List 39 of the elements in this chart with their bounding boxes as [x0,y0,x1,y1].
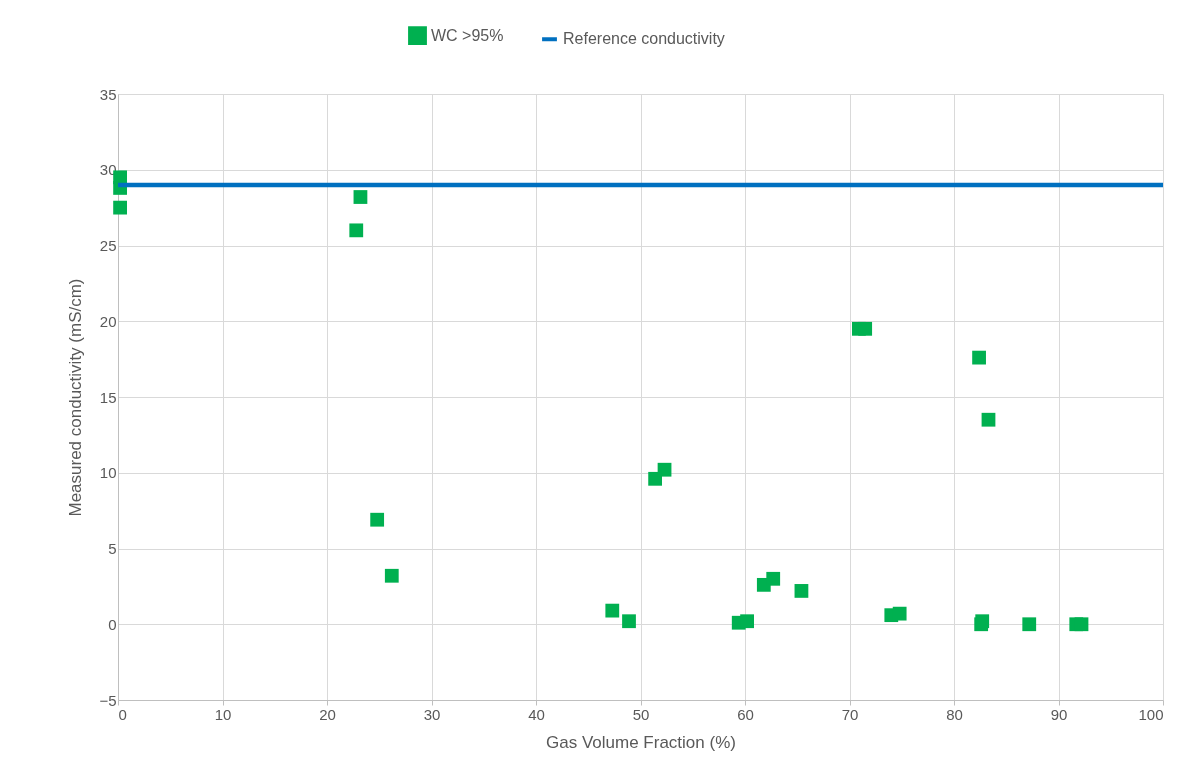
y-tick-label: 5 [108,540,117,557]
point [766,571,781,586]
point [1074,617,1089,632]
y-tick-label: 25 [99,237,117,254]
y-tick-label: 0 [108,615,117,633]
point [858,321,873,336]
legend-label: WC >95% [431,26,504,44]
x-tick-label: 50 [632,705,650,723]
x-tick-label: 60 [737,705,754,723]
point [113,200,127,215]
x-axis-title: Gas Volume Fraction (%) [546,732,736,752]
x-tick-label: 30 [423,705,441,723]
x-tick-label: 10 [214,705,232,723]
legend-label: Reference conductivity [563,30,725,48]
x-tick-label: 100 [1138,705,1164,723]
x-tick-label: 70 [841,705,859,723]
x-tick-label: 90 [1050,705,1068,723]
y-tick-label: 35 [99,85,117,103]
x-tick-label: 80 [946,705,963,723]
point [740,614,754,629]
point [981,412,996,427]
x-tick-label: 20 [319,705,336,723]
point [657,462,672,477]
point [794,584,809,598]
x-tick-label: 40 [528,705,545,723]
point [892,606,907,621]
point [384,568,399,583]
point [622,614,636,629]
point [349,223,364,238]
y-axis-title: Measured conductivity (mS/cm) [66,278,86,517]
y-tick-label: 20 [99,312,117,330]
y-tick-label: −5 [99,691,117,709]
point [972,350,986,365]
point [370,512,385,527]
y-tick-label: 10 [99,464,117,482]
point [353,190,368,204]
y-tick-label: 15 [99,388,117,406]
point [605,603,620,618]
point [1022,617,1037,632]
